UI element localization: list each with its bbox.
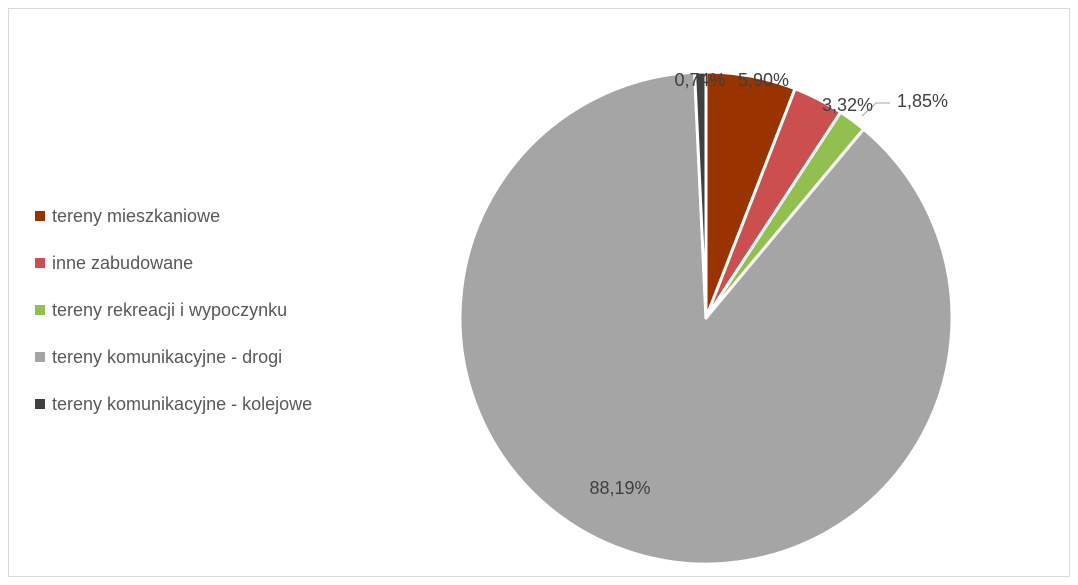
pie-slices [458,70,954,566]
pie-leader-lines [861,102,890,117]
legend-label-railways: tereny komunikacyjne - kolejowe [52,393,313,414]
legend-item-recreation: tereny rekreacji i wypoczynku [35,298,312,322]
data-label-railways: 0,74% [674,70,725,90]
legend-swatch-recreation [35,305,45,315]
leader-line-recreation [861,102,890,117]
legend-item-residential: tereny mieszkaniowe [35,204,312,228]
legend-item-railways: tereny komunikacyjne - kolejowe [35,392,312,416]
data-label-residential: 5,90% [738,70,789,90]
legend-item-other-built: inne zabudowane [35,251,312,275]
legend-swatch-roads [35,352,45,362]
legend-label-other-built: inne zabudowane [52,252,194,273]
legend-swatch-other-built [35,258,45,268]
data-label-roads: 88,19% [589,478,650,498]
data-label-other-built: 3,32% [822,95,873,115]
legend: tereny mieszkaniowe inne zabudowane tere… [35,204,312,439]
legend-label-recreation: tereny rekreacji i wypoczynku [52,299,288,320]
legend-item-roads: tereny komunikacyjne - drogi [35,345,312,369]
pie-data-labels: 5,90% 3,32% 1,85% 88,19% 0,74% [589,70,948,498]
pie-slice-railways [693,70,708,320]
data-label-recreation: 1,85% [897,91,948,111]
legend-swatch-railways [35,399,45,409]
legend-label-roads: tereny komunikacyjne - drogi [52,346,283,367]
legend-swatch-residential [35,211,45,221]
legend-label-residential: tereny mieszkaniowe [52,205,221,226]
